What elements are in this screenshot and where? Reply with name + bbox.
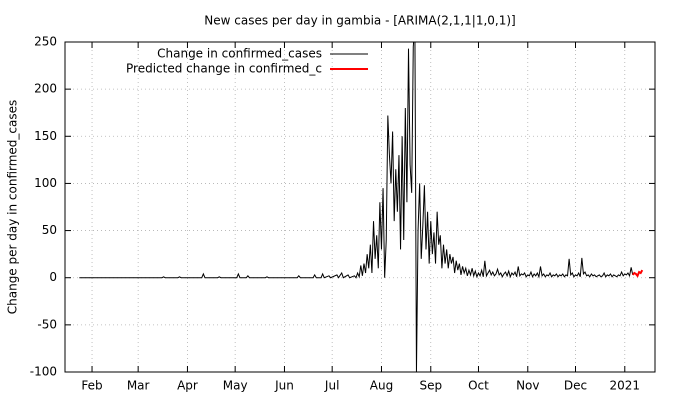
x-tick-label: Feb (81, 379, 102, 393)
y-tick-label: -100 (30, 365, 57, 379)
y-tick-label: 0 (49, 270, 57, 284)
x-tick-label: Sep (419, 379, 442, 393)
y-tick-label: 200 (34, 82, 57, 96)
axes: -100 -50 0 50 100 150 200 250 Feb Mar Apr May Jun Jul… (30, 35, 655, 393)
x-tick-label: Nov (516, 379, 539, 393)
x-tick-label: 2021 (610, 379, 641, 393)
x-tick-label: Apr (177, 379, 198, 393)
x-tick-label: Oct (468, 379, 489, 393)
x-tick-label: Mar (127, 379, 150, 393)
x-tick-label: Dec (564, 379, 587, 393)
x-tick-label: Jul (324, 379, 339, 393)
y-tick-label: 150 (34, 129, 57, 143)
data-line (631, 269, 644, 278)
y-tick-label: -50 (37, 317, 57, 331)
plot-area (79, 42, 644, 372)
y-tick-label: 50 (42, 223, 57, 237)
x-tick-label: May (223, 379, 248, 393)
legend-label: Change in confirmed_cases (157, 47, 322, 61)
plot-border (64, 41, 656, 373)
y-tick-label: 250 (34, 35, 57, 49)
chart-title: New cases per day in gambia - [ARIMA(2,1… (204, 14, 515, 28)
y-axis-label: Change per day in confirmed_cases (6, 100, 20, 315)
y-tick-label: 100 (34, 176, 57, 190)
x-tick-label: Jun (274, 379, 294, 393)
legend-label: Predicted change in confirmed_c (126, 62, 322, 76)
data-line (79, 42, 634, 372)
x-tick-label: Aug (370, 379, 393, 393)
